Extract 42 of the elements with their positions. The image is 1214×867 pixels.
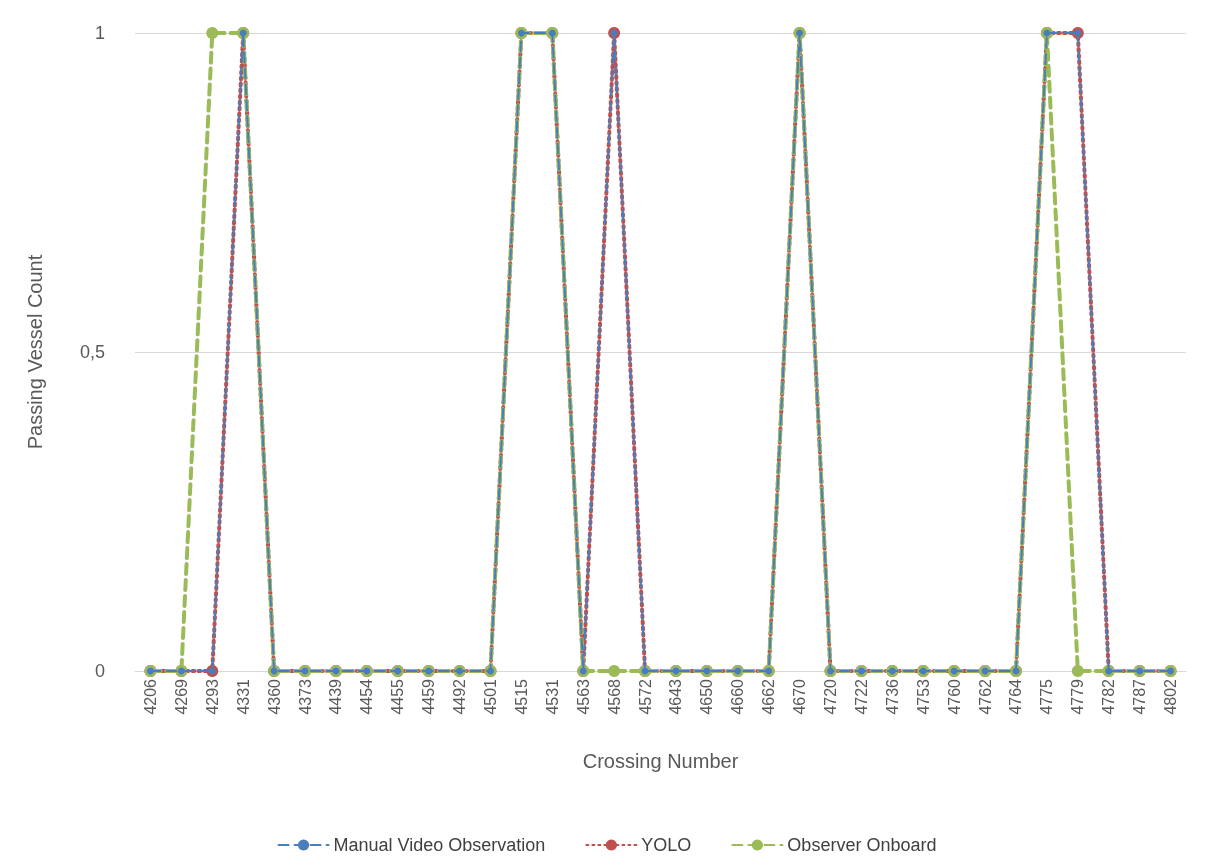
legend-label: Observer Onboard bbox=[787, 835, 937, 855]
x-tick-label: 4206 bbox=[141, 678, 159, 715]
x-tick-label: 4802 bbox=[1162, 678, 1180, 715]
x-tick-label: 4787 bbox=[1131, 678, 1149, 715]
x-tick-label: 4760 bbox=[945, 678, 963, 715]
x-tick-label: 4775 bbox=[1038, 678, 1056, 715]
x-tick-label: 4779 bbox=[1069, 678, 1087, 715]
x-tick-label: 4360 bbox=[265, 678, 283, 715]
x-tick-label: 4563 bbox=[574, 678, 592, 715]
x-tick-label: 4722 bbox=[852, 678, 870, 715]
x-tick-label: 4515 bbox=[512, 678, 530, 715]
x-tick-label: 4572 bbox=[636, 678, 654, 715]
y-axis-title: Passing Vessel Count bbox=[24, 254, 46, 450]
x-tick-label: 4753 bbox=[914, 678, 932, 715]
x-tick-label: 4455 bbox=[389, 678, 407, 715]
x-tick-label: 4762 bbox=[976, 678, 994, 715]
x-tick-label: 4782 bbox=[1100, 678, 1118, 715]
x-tick-label: 4670 bbox=[791, 678, 809, 715]
x-tick-label: 4492 bbox=[451, 678, 469, 715]
x-tick-label: 4650 bbox=[698, 678, 716, 715]
x-tick-label: 4373 bbox=[296, 678, 314, 715]
x-tick-label: 4736 bbox=[883, 678, 901, 715]
x-tick-label: 4531 bbox=[543, 678, 561, 715]
x-tick-label: 4269 bbox=[172, 678, 190, 715]
legend-label: YOLO bbox=[641, 835, 692, 855]
y-tick-label: 0 bbox=[94, 661, 105, 681]
legend-label: Manual Video Observation bbox=[333, 835, 546, 855]
x-tick-label: 4459 bbox=[420, 678, 438, 715]
y-tick-label: 1 bbox=[94, 23, 105, 43]
x-tick-label: 4293 bbox=[203, 678, 221, 715]
x-tick-label: 4643 bbox=[667, 678, 685, 715]
x-tick-label: 4660 bbox=[729, 678, 747, 715]
x-tick-label: 4501 bbox=[481, 678, 499, 715]
x-tick-label: 4720 bbox=[822, 678, 840, 715]
x-tick-label: 4764 bbox=[1007, 678, 1025, 715]
x-tick-label: 4568 bbox=[605, 678, 623, 715]
x-tick-label: 4439 bbox=[327, 678, 345, 715]
x-axis-title: Crossing Number bbox=[582, 750, 739, 772]
x-tick-label: 4454 bbox=[358, 678, 376, 715]
y-tick-label: 0,5 bbox=[79, 342, 105, 362]
x-tick-label: 4331 bbox=[234, 678, 252, 715]
x-tick-label: 4662 bbox=[760, 678, 778, 715]
